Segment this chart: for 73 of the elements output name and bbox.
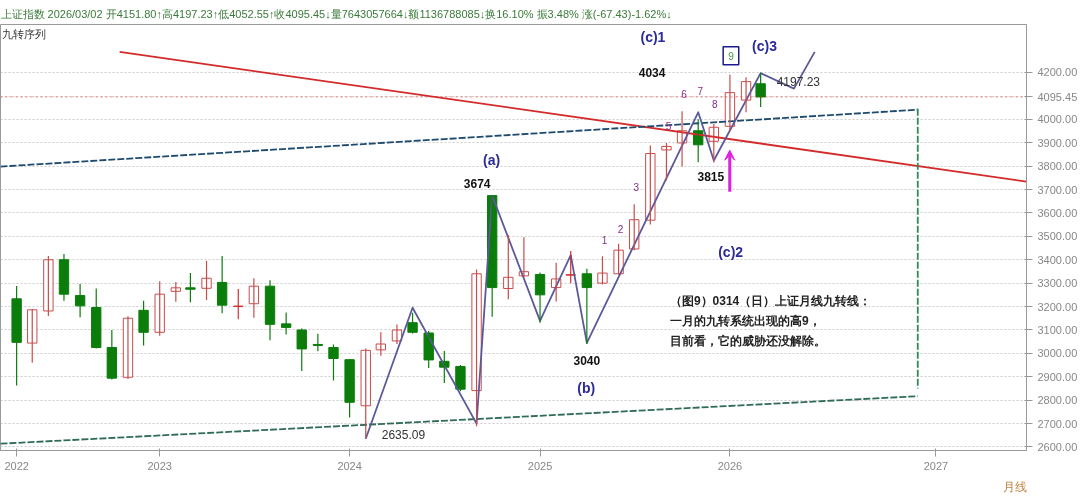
candlestick [185, 272, 196, 303]
candlestick [27, 308, 38, 364]
x-tick-label: 2022 [4, 459, 29, 472]
annotation: (c)2 [718, 244, 744, 261]
annotation: 8 [712, 98, 719, 110]
candlestick [613, 243, 624, 276]
candlestick [755, 72, 766, 108]
y-tick-label: 3000.00 [1037, 347, 1078, 360]
candlestick [328, 343, 339, 382]
y-tick-label: 3700.00 [1037, 183, 1078, 196]
y-tick-label: 4200.00 [1037, 66, 1078, 79]
y-tick-label: 2700.00 [1037, 417, 1078, 430]
annotation: (a) [483, 152, 501, 169]
candlestick [360, 347, 371, 440]
annotation: 2 [617, 223, 624, 235]
annotation: 5 [665, 120, 672, 132]
candlestick [201, 260, 212, 301]
candlestick [565, 250, 576, 284]
annotation: 3674 [463, 177, 491, 192]
text: 月线 [1002, 479, 1027, 494]
y-tick-label: 2600.00 [1037, 440, 1078, 453]
candlestick [503, 234, 514, 300]
candlestick [344, 358, 355, 419]
candlestick [375, 331, 387, 357]
candlestick [423, 330, 434, 369]
y-tick-label: 3300.00 [1037, 277, 1078, 290]
x-tick-label: 2024 [337, 459, 362, 472]
x-tick-label: 2026 [717, 459, 743, 472]
y-tick-label: 3600.00 [1037, 206, 1078, 219]
annotation: 6 [681, 89, 688, 101]
candlestick [645, 144, 656, 225]
y-tick-label: 2800.00 [1037, 394, 1078, 407]
candlestick [455, 364, 466, 392]
annotation: 3040 [573, 353, 601, 368]
candlestick [233, 288, 244, 320]
y-tick-label: 3900.00 [1037, 136, 1078, 149]
x-tick-label: 2027 [923, 459, 949, 472]
annotation: 九转序列 [2, 28, 47, 41]
candlestick [91, 287, 102, 350]
annotation: 目前看，它的威胁还没解除。 [669, 333, 826, 348]
candlestick [11, 285, 22, 387]
candlestick [661, 142, 672, 182]
y-tick-label: 4095.45 [1037, 90, 1078, 103]
y-tick-label: 3800.00 [1037, 160, 1078, 173]
annotation: (c)1 [640, 28, 666, 45]
y-tick-label: 4000.00 [1037, 113, 1078, 126]
annotation: 1 [601, 235, 608, 247]
candlestick [597, 255, 608, 286]
annotation: 3 [633, 182, 640, 194]
annotation: 3815 [697, 170, 725, 185]
annotation: 9 [728, 50, 735, 62]
y-tick-label: 3500.00 [1037, 230, 1078, 243]
x-tick-label: 2023 [147, 459, 172, 472]
candlestick [407, 312, 418, 335]
annotation: 2635.09 [381, 428, 426, 443]
y-tick-label: 3100.00 [1037, 323, 1078, 336]
annotation: (c)3 [752, 37, 778, 54]
annotation: （图9）0314（日）上证月线九转线： [669, 293, 872, 308]
annotation: 4034 [638, 65, 666, 80]
candlestick [154, 280, 165, 337]
y-tick-label: 3200.00 [1037, 300, 1078, 313]
candlestick [471, 268, 482, 427]
x-tick-label: 2025 [527, 459, 553, 472]
candlestick [43, 255, 54, 317]
annotation: (b) [577, 379, 596, 396]
text: 上证指数 2026/03/02 开4151.80↑高4197.23↑低4052.55↑收4095.45↓量7643057664↓额1136788085↓换16.10% 振3.48% 涨(-67.43)-1.62%↓ [0, 7, 672, 20]
candlestick [296, 327, 307, 372]
y-tick-label: 3400.00 [1037, 253, 1078, 266]
y-tick-label: 2900.00 [1037, 370, 1078, 383]
candlestick [170, 281, 182, 303]
annotation: 7 [697, 86, 704, 98]
candlestick [138, 300, 149, 346]
annotation: 一月的九转系统出现的高9， [669, 314, 821, 329]
